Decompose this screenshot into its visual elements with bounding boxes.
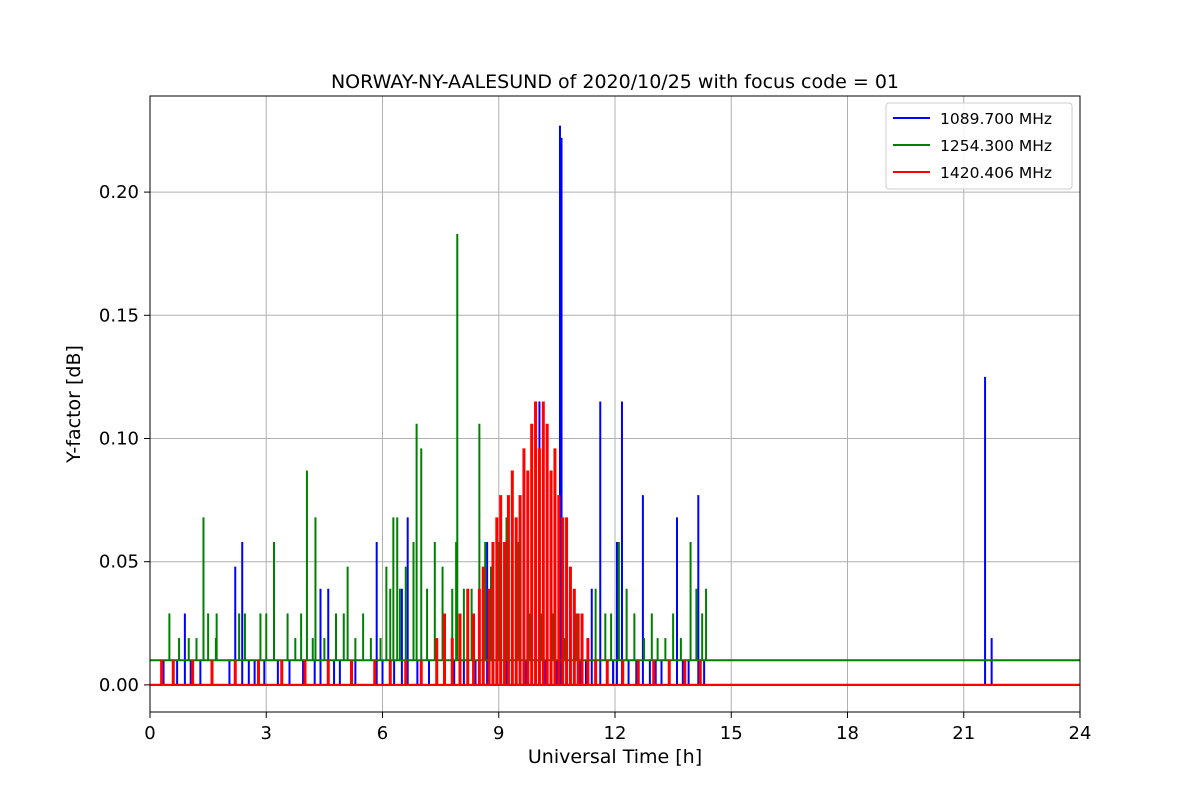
legend: 1089.700 MHz 1254.300 MHz 1420.406 MHz	[885, 102, 1073, 190]
x-tick-label: 12	[604, 723, 627, 744]
plot-area	[150, 125, 1080, 686]
y-tick-label: 0.15	[99, 305, 139, 326]
x-tick-label: 9	[493, 723, 504, 744]
legend-box	[885, 102, 1073, 190]
x-axis-label: Universal Time [h]	[528, 746, 702, 768]
legend-label-1089: 1089.700 MHz	[940, 110, 1052, 128]
x-tick-label: 15	[720, 723, 743, 744]
x-tick-label: 24	[1069, 723, 1092, 744]
grid	[149, 96, 1081, 712]
y-axis: 0.00 0.05 0.10 0.15 0.20	[99, 182, 150, 696]
x-tick-label: 0	[144, 723, 155, 744]
series-1	[150, 233, 1080, 662]
series-2	[150, 401, 1080, 686]
legend-label-1420: 1420.406 MHz	[940, 164, 1052, 182]
y-tick-label: 0.20	[99, 182, 139, 203]
x-tick-label: 18	[836, 723, 859, 744]
y-tick-label: 0.10	[99, 428, 139, 449]
x-axis: 0 3 6 9 12 15 18 21 24	[144, 712, 1091, 744]
x-tick-label: 3	[261, 723, 272, 744]
legend-label-1254: 1254.300 MHz	[940, 137, 1052, 155]
x-tick-label: 21	[952, 723, 975, 744]
y-axis-label: Y-factor [dB]	[63, 345, 85, 464]
x-tick-label: 6	[377, 723, 388, 744]
y-tick-label: 0.00	[99, 675, 139, 696]
y-tick-label: 0.05	[99, 552, 139, 573]
chart-title: NORWAY-NY-AALESUND of 2020/10/25 with fo…	[331, 71, 899, 93]
